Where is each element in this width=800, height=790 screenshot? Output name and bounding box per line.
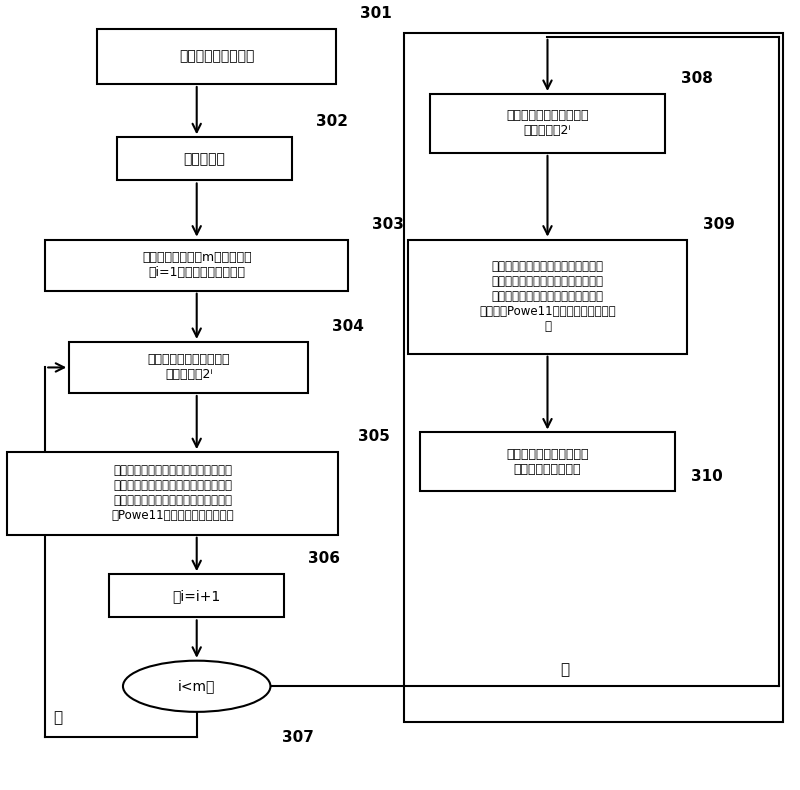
Text: 303: 303 [372,216,404,231]
Text: 301: 301 [360,6,392,21]
FancyBboxPatch shape [420,432,675,491]
Text: 算法终止，通信双方利用
最优波束对进行通信: 算法终止，通信双方利用 最优波束对进行通信 [506,448,589,476]
Text: 收发端设置参与工作的天
线阵元数为2ⁱ: 收发端设置参与工作的天 线阵元数为2ⁱ [506,109,589,137]
Text: 307: 307 [282,730,314,744]
Text: 置i=i+1: 置i=i+1 [173,589,221,603]
Text: 请求端发起会话请求: 请求端发起会话请求 [179,50,254,63]
FancyBboxPatch shape [46,239,348,291]
Text: 设置细化搜索轮数m、细化计数
器i=1、初始搜索波束方向: 设置细化搜索轮数m、细化计数 器i=1、初始搜索波束方向 [142,251,251,279]
Text: 309: 309 [703,216,735,231]
FancyBboxPatch shape [430,94,665,153]
Ellipse shape [123,660,270,712]
Text: 306: 306 [308,551,340,566]
Text: 根据当前所记录的前一轮细化搜索得出
的波束对方向求出对应的本轮搜索的波
束编号，以此编号为初始点，运行简化
的Powe11算法，记录最优波束对: 根据当前所记录的前一轮细化搜索得出 的波束对方向求出对应的本轮搜索的波 束编号，… [111,465,234,522]
Text: 响应端确认: 响应端确认 [184,152,226,166]
FancyBboxPatch shape [7,452,338,535]
Text: 否: 否 [560,663,569,678]
FancyBboxPatch shape [69,342,308,393]
Text: 收发端设置参与工作的天
线阵元数为2ⁱ: 收发端设置参与工作的天 线阵元数为2ⁱ [147,353,230,382]
FancyBboxPatch shape [97,29,336,84]
Text: 根据当前所记录的前一轮细化搜索得
出的波束对方向求出对应的本轮搜索
的波束编号，以此编号为初始点，运
行完整的Powe11算法，记录最优波束
对: 根据当前所记录的前一轮细化搜索得 出的波束对方向求出对应的本轮搜索 的波束编号，… [479,260,616,333]
Text: 308: 308 [681,71,713,86]
FancyBboxPatch shape [117,137,292,180]
Text: 304: 304 [332,319,364,334]
Text: 302: 302 [316,115,348,130]
FancyBboxPatch shape [109,574,285,618]
Text: 305: 305 [358,429,390,444]
Text: 310: 310 [691,468,722,483]
FancyBboxPatch shape [408,239,687,354]
Text: 是: 是 [54,709,62,724]
Text: i<m？: i<m？ [178,679,215,694]
